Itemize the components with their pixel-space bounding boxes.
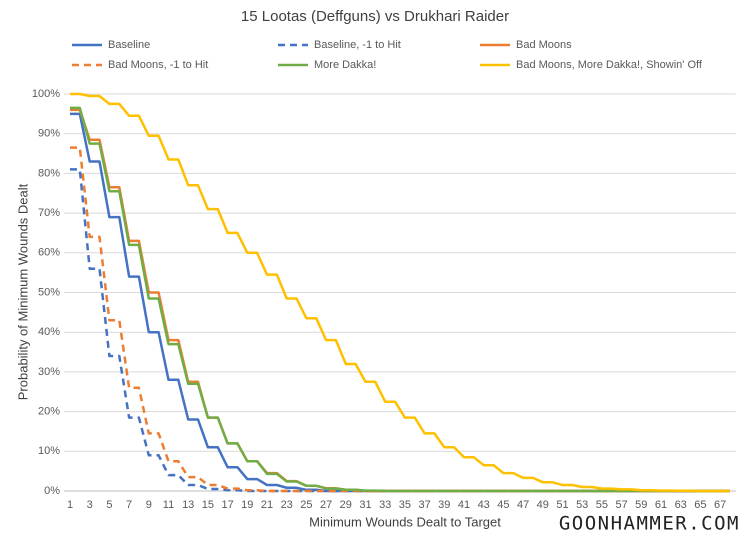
- x-tick-label: 67: [714, 499, 726, 511]
- x-tick-label: 25: [300, 499, 312, 511]
- x-tick-label: 1: [67, 499, 73, 511]
- x-tick-label: 35: [399, 499, 411, 511]
- x-tick-label: 41: [458, 499, 470, 511]
- legend-label: More Dakka!: [314, 59, 376, 71]
- x-tick-label: 27: [320, 499, 332, 511]
- x-tick-label: 31: [359, 499, 371, 511]
- legend-label: Bad Moons: [516, 39, 572, 51]
- x-axis-title: Minimum Wounds Dealt to Target: [309, 514, 501, 529]
- x-tick-label: 19: [241, 499, 253, 511]
- x-tick-label: 51: [556, 499, 568, 511]
- legend-label: Baseline, -1 to Hit: [314, 39, 401, 51]
- x-tick-label: 55: [596, 499, 608, 511]
- x-tick-label: 49: [537, 499, 549, 511]
- x-tick-label: 13: [182, 499, 194, 511]
- y-tick-label: 50%: [38, 286, 60, 298]
- legend-label: Bad Moons, -1 to Hit: [108, 59, 208, 71]
- x-tick-label: 57: [615, 499, 627, 511]
- x-tick-label: 7: [126, 499, 132, 511]
- x-tick-label: 9: [146, 499, 152, 511]
- x-tick-label: 15: [202, 499, 214, 511]
- x-tick-label: 39: [438, 499, 450, 511]
- y-tick-label: 30%: [38, 366, 60, 378]
- x-tick-label: 3: [87, 499, 93, 511]
- x-tick-label: 53: [576, 499, 588, 511]
- series-line: [70, 106, 730, 493]
- x-tick-label: 65: [694, 499, 706, 511]
- y-tick-label: 80%: [38, 167, 60, 179]
- y-axis-title: Probability of Minimum Wounds Dealt: [15, 183, 30, 400]
- y-tick-label: 100%: [32, 88, 60, 100]
- x-tick-label: 21: [261, 499, 273, 511]
- x-tick-label: 5: [106, 499, 112, 511]
- x-tick-label: 17: [221, 499, 233, 511]
- y-tick-label: 90%: [38, 128, 60, 140]
- x-tick-label: 59: [635, 499, 647, 511]
- series-line: [70, 168, 730, 493]
- x-tick-label: 23: [281, 499, 293, 511]
- x-tick-label: 43: [478, 499, 490, 511]
- y-tick-label: 60%: [38, 247, 60, 259]
- y-tick-label: 70%: [38, 207, 60, 219]
- x-tick-label: 33: [379, 499, 391, 511]
- legend-label: Baseline: [108, 39, 150, 51]
- chart-title: 15 Lootas (Deffguns) vs Drukhari Raider: [241, 8, 509, 25]
- y-tick-label: 20%: [38, 406, 60, 418]
- watermark: GOONHAMMER.COM: [559, 513, 740, 535]
- series-line: [70, 108, 730, 493]
- x-tick-label: 63: [675, 499, 687, 511]
- x-tick-label: 47: [517, 499, 529, 511]
- x-tick-label: 37: [418, 499, 430, 511]
- y-tick-label: 0%: [44, 485, 60, 497]
- series-line: [70, 92, 730, 493]
- x-tick-label: 45: [497, 499, 509, 511]
- y-tick-label: 40%: [38, 326, 60, 338]
- x-tick-label: 61: [655, 499, 667, 511]
- x-tick-label: 11: [163, 499, 174, 511]
- x-tick-label: 29: [340, 499, 352, 511]
- y-tick-label: 10%: [38, 445, 60, 457]
- series-line: [70, 146, 730, 493]
- series-line: [70, 112, 730, 493]
- legend-label: Bad Moons, More Dakka!, Showin' Off: [516, 59, 703, 71]
